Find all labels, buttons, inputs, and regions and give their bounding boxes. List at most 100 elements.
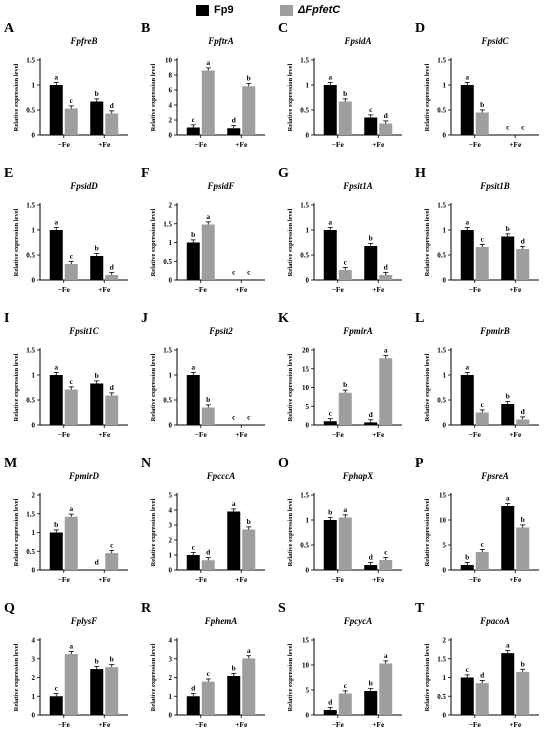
y-tick-label: 0 [306,712,310,720]
y-tick-label: 6 [169,87,173,95]
y-tick-label: 1 [32,693,36,701]
y-tick-label: 5 [306,403,310,411]
x-tick-label: +Fe [98,140,111,149]
panel-title: FpsidA [343,36,371,46]
panel-title: FpmirD [68,471,100,481]
bar [186,127,200,135]
y-tick-label: 0 [443,567,447,575]
y-tick-label: 0 [306,277,310,285]
y-tick-label: 15 [302,365,310,373]
y-tick-label: 8 [169,72,173,80]
bar [323,710,337,715]
significance-letter: a [506,641,510,650]
significance-letter: b [521,515,525,524]
y-tick-label: 1 [443,372,447,380]
x-tick-label: −Fe [195,430,208,439]
significance-letter: c [70,96,74,105]
panel-title: FphapX [342,471,375,481]
bar [64,108,78,135]
y-tick-label: 1.5 [437,347,446,355]
x-tick-label: −Fe [58,720,71,729]
panel-label: M [4,456,17,471]
panel-label: K [278,311,289,326]
y-tick-label: 0 [443,422,447,430]
bar [64,389,78,425]
y-tick-label: 1 [306,82,310,90]
panel-label: E [4,166,13,181]
bar [516,527,530,570]
significance-letter: c [70,377,74,386]
y-axis-label: Relative expression level [287,353,294,421]
significance-letter: d [369,552,374,561]
x-tick-label: +Fe [372,720,385,729]
y-tick-label: 15 [302,637,310,645]
bar [364,246,378,280]
bar [49,696,63,715]
significance-letter: c [481,539,485,548]
x-tick-label: +Fe [98,285,111,294]
bar [105,667,119,715]
bar [227,128,241,135]
bar [90,383,104,425]
y-tick-label: 0 [32,567,36,575]
bar [323,85,337,135]
panel-o: O FphapX Relative expression level 0 0.5 1 1.5… [278,456,402,584]
y-tick-label: 0 [306,422,310,430]
significance-letter: c [232,412,236,421]
x-tick-label: +Fe [98,430,111,439]
y-axis-label: Relative expression level [150,208,157,276]
y-axis-label: Relative expression level [424,208,431,276]
bar [323,421,337,425]
panel-title: FpsidF [206,181,234,191]
x-tick-label: −Fe [195,140,208,149]
significance-letter: d [110,383,115,392]
panel-title: FpacoA [479,616,510,626]
significance-letter: c [344,681,348,690]
y-tick-label: 0 [169,567,173,575]
significance-letter: d [328,697,333,706]
significance-letter: b [465,552,469,561]
y-tick-label: 4 [169,507,173,515]
significance-letter: a [206,58,210,67]
significance-letter: d [191,684,196,693]
bar [64,654,78,715]
bar [201,560,215,570]
panel-label: P [415,456,424,471]
y-tick-label: 0 [169,277,173,285]
x-tick-label: +Fe [509,430,522,439]
bar [201,407,215,425]
legend-swatch-fpfetc [280,4,293,16]
bar [90,256,104,280]
significance-letter: a [232,499,236,508]
y-tick-label: 10 [439,517,447,525]
y-tick-label: 10 [165,57,173,65]
significance-letter: b [480,100,484,109]
panel-label: R [141,601,152,616]
bar [338,101,352,135]
y-axis-label: Relative expression level [287,63,294,131]
significance-letter: a [328,217,332,226]
y-tick-label: 10 [302,384,310,392]
x-tick-label: −Fe [332,430,345,439]
significance-letter: d [110,101,115,110]
y-tick-label: 10 [302,662,310,670]
bar [501,506,515,570]
x-tick-label: +Fe [98,575,111,584]
y-tick-label: 3 [169,655,173,663]
y-tick-label: 0.5 [300,252,309,260]
y-tick-label: 0 [32,277,36,285]
y-axis-label: Relative expression level [150,643,157,711]
y-tick-label: 5 [169,492,173,500]
panel-title: FpsidD [69,181,98,191]
bar [105,275,119,280]
y-axis-label: Relative expression level [287,643,294,711]
significance-letter: c [192,115,196,124]
significance-letter: c [232,267,236,276]
y-tick-label: 4 [32,637,36,645]
significance-letter: a [384,346,388,355]
panel-label: N [141,456,151,471]
y-tick-label: 1 [169,693,173,701]
y-tick-label: 0 [169,712,173,720]
significance-letter: b [247,74,251,83]
significance-letter: c [207,669,211,678]
